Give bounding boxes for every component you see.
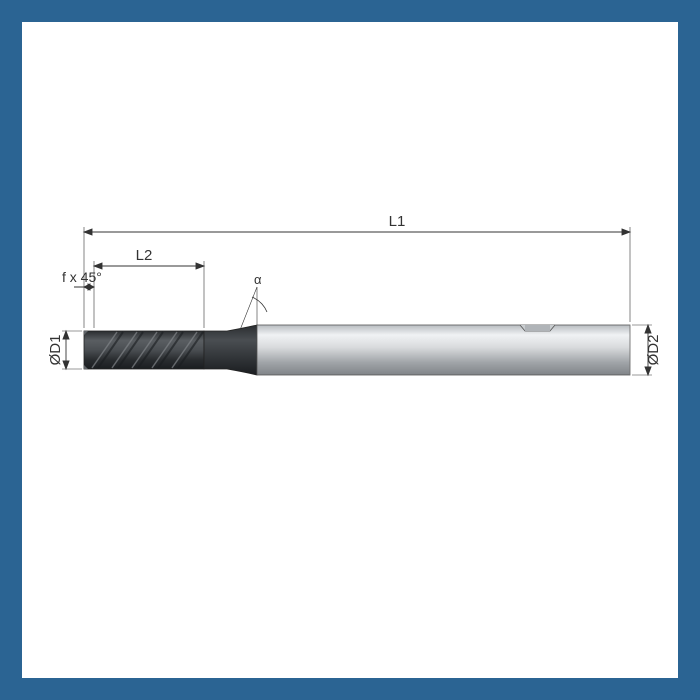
- label-d1: ØD1: [47, 335, 64, 366]
- drawing-canvas: L1 L2 f x 45° α ØD1 ØD2: [22, 22, 678, 678]
- label-l1: L1: [389, 213, 406, 230]
- label-chamfer: f x 45°: [62, 269, 102, 285]
- flute-section: [84, 331, 204, 369]
- neck-taper: [204, 325, 257, 375]
- label-l2: L2: [136, 247, 153, 264]
- tool-diagram-svg: L1 L2 f x 45° α ØD1 ØD2: [22, 22, 678, 678]
- label-d2: ØD2: [645, 335, 662, 366]
- label-angle: α: [254, 272, 262, 287]
- diagram-frame: L1 L2 f x 45° α ØD1 ØD2: [0, 0, 700, 700]
- shank-section: [257, 325, 630, 375]
